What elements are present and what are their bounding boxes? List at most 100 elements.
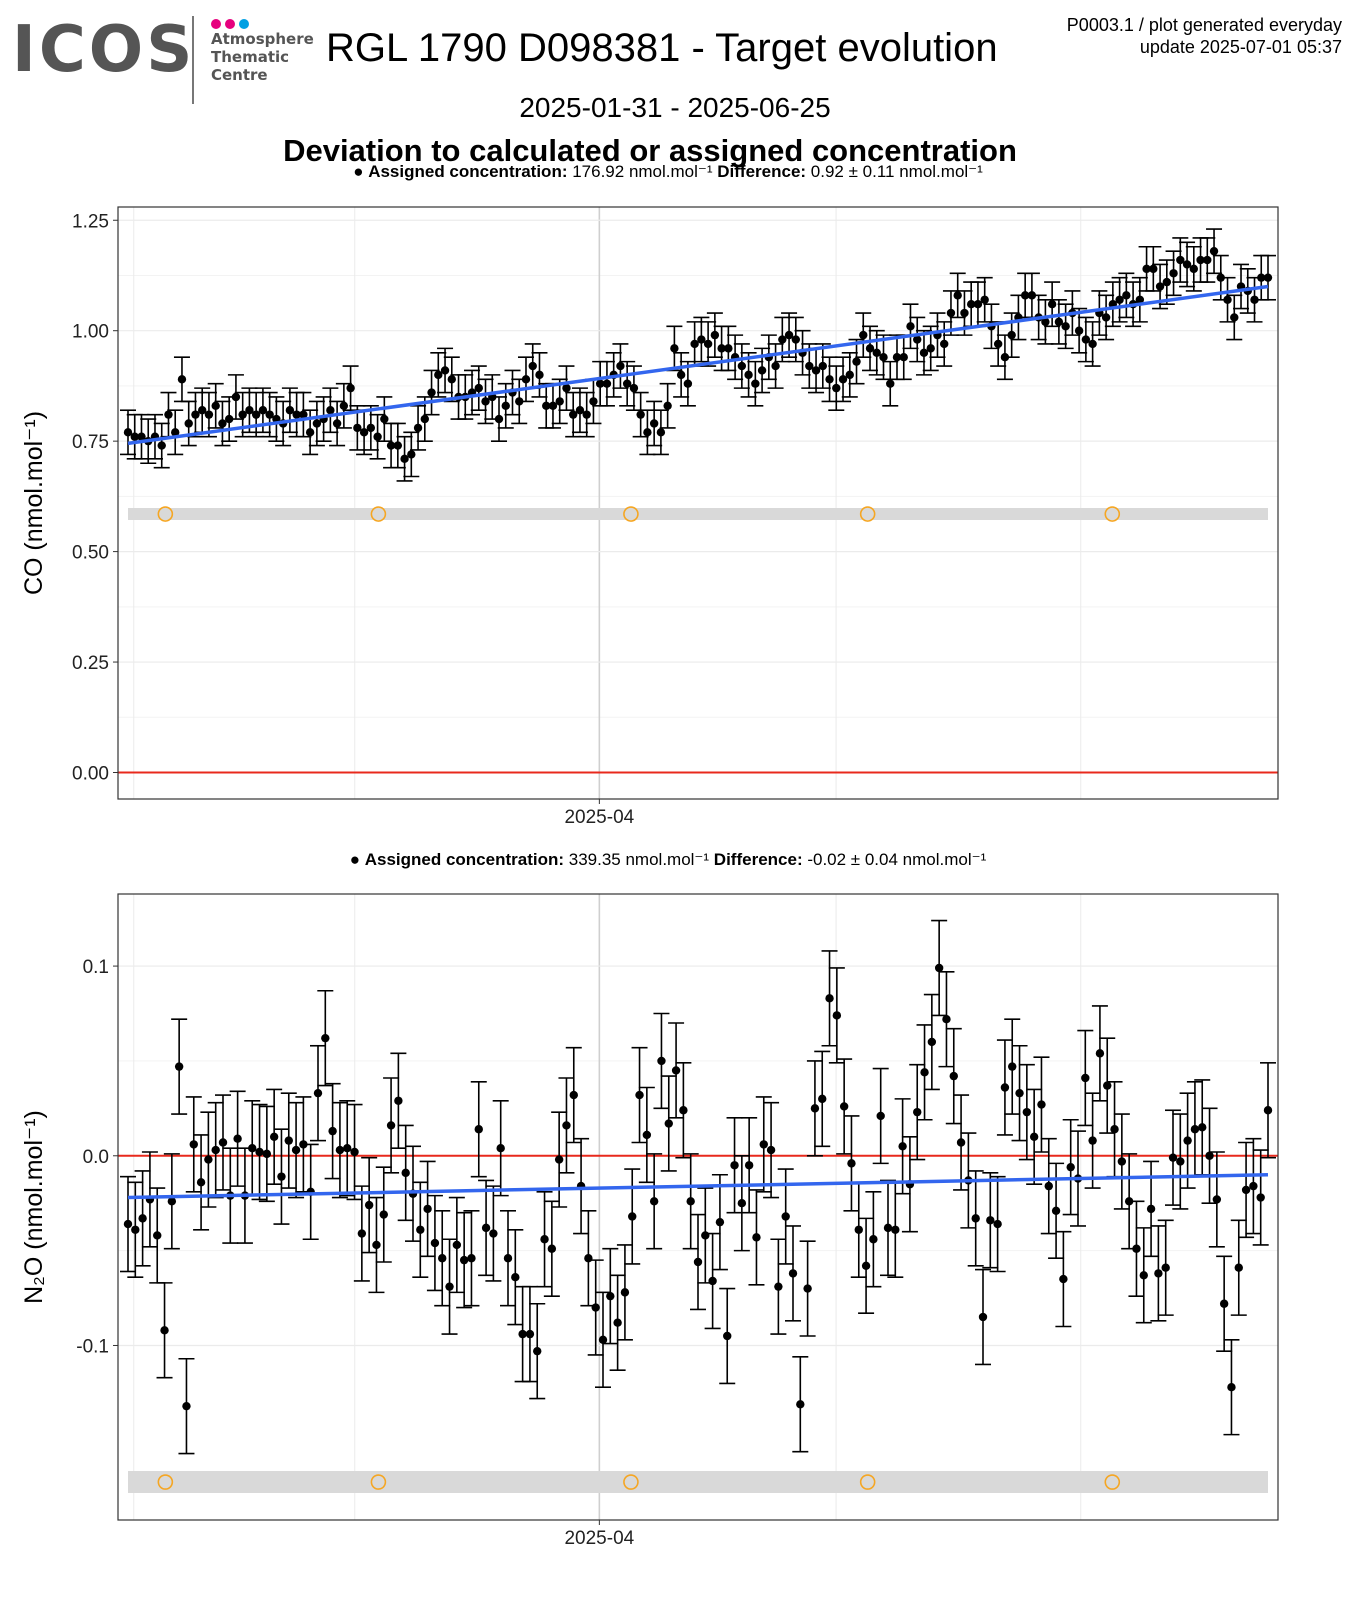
data-point (562, 1121, 571, 1130)
data-point (555, 397, 564, 406)
data-point (1139, 1271, 1148, 1280)
logo-dots-icon (211, 16, 253, 34)
data-point (953, 291, 962, 300)
data-point (265, 410, 274, 419)
data-point (620, 1288, 630, 1297)
data-point (973, 299, 983, 309)
page-title: RGL 1790 D098381 - Target evolution (326, 26, 998, 70)
data-point (683, 379, 693, 388)
y-tick-label: -0.1 (76, 1336, 109, 1357)
data-point (861, 1261, 871, 1271)
data-point (430, 1238, 440, 1248)
data-point (262, 1149, 272, 1159)
data-point (664, 1119, 673, 1128)
data-point (299, 410, 308, 419)
data-point (986, 1216, 995, 1225)
data-point (980, 295, 989, 304)
y-tick-label: 0.50 (72, 543, 109, 564)
data-point (913, 335, 922, 344)
y-tick-label: 0.75 (72, 432, 109, 453)
data-point (616, 361, 625, 371)
data-point (359, 428, 369, 437)
data-point (452, 1240, 462, 1250)
data-point (960, 308, 969, 318)
data-point (1189, 264, 1198, 274)
chart-caption: ● Assigned concentration: 339.35 nmol.mo… (350, 850, 987, 869)
data-point (416, 1225, 425, 1234)
data-point (305, 428, 315, 437)
difference-label: Difference: (714, 850, 808, 869)
data-point (542, 401, 551, 411)
data-point (697, 335, 706, 344)
data-point (501, 401, 510, 411)
data-point (810, 1104, 820, 1113)
data-point (859, 330, 868, 340)
data-point (869, 1235, 878, 1244)
data-point (1037, 1100, 1046, 1109)
data-point (130, 432, 139, 441)
data-point (372, 1240, 381, 1250)
data-point (1146, 1204, 1156, 1214)
data-point (1066, 1162, 1075, 1172)
data-point (993, 339, 1003, 349)
data-point (292, 410, 301, 419)
chart-panel-co: 0.00 0.25 0.50 0.75 1.00 1.25 2025-04 CO (nmol.… (20, 162, 1279, 828)
data-point (167, 1197, 177, 1206)
data-point (1230, 313, 1239, 322)
trend-line (127, 1173, 1269, 1200)
data-point (883, 1223, 893, 1233)
data-point (724, 344, 733, 353)
data-point (778, 335, 787, 344)
data-point (350, 1147, 359, 1157)
data-point (1176, 255, 1185, 265)
data-point (481, 397, 490, 406)
y-tick-label: 0.0 (83, 1147, 109, 1168)
flag-marker (157, 1474, 174, 1490)
data-point (401, 1168, 410, 1178)
y-axis-label: N₂O (nmol.mol⁻¹) (20, 1110, 48, 1304)
data-point (584, 1254, 593, 1263)
data-point (920, 1068, 929, 1077)
data-point (1061, 322, 1070, 331)
data-point (1162, 277, 1172, 287)
data-point (1263, 273, 1273, 282)
difference-value: 0.92 ± 0.11 nmol.mol⁻¹ (811, 162, 983, 181)
data-point (934, 963, 944, 973)
data-point (1249, 1181, 1258, 1191)
data-point (153, 1231, 162, 1240)
x-tick-label: 2025-04 (564, 807, 634, 828)
data-point (595, 379, 605, 388)
trend-line (127, 284, 1269, 446)
flag-marker (370, 1474, 387, 1490)
data-point (679, 1106, 688, 1115)
data-point (540, 1235, 549, 1244)
data-point (1234, 1263, 1243, 1272)
data-point (204, 1155, 213, 1164)
data-point (642, 1130, 652, 1140)
data-point (196, 1178, 206, 1187)
data-point (245, 406, 254, 415)
data-point (511, 1272, 520, 1282)
data-point (1041, 317, 1050, 327)
data-point (1117, 1157, 1127, 1166)
data-point (879, 353, 888, 362)
data-point (854, 1225, 863, 1234)
data-point (575, 406, 585, 415)
data-point (400, 454, 409, 464)
data-point (447, 375, 456, 384)
data-point (825, 994, 834, 1003)
data-point (284, 1136, 293, 1145)
data-point (811, 366, 821, 375)
y-tick-label: 1.25 (72, 211, 109, 232)
data-point (1103, 1081, 1112, 1090)
data-point (657, 1056, 666, 1066)
data-point (251, 410, 261, 419)
data-point (554, 1155, 564, 1164)
data-point (919, 348, 929, 357)
data-point (503, 1254, 513, 1263)
data-point (913, 1107, 922, 1117)
data-point (752, 1233, 761, 1242)
data-point (1029, 1132, 1039, 1142)
data-point (1203, 255, 1212, 265)
data-point (771, 361, 780, 371)
